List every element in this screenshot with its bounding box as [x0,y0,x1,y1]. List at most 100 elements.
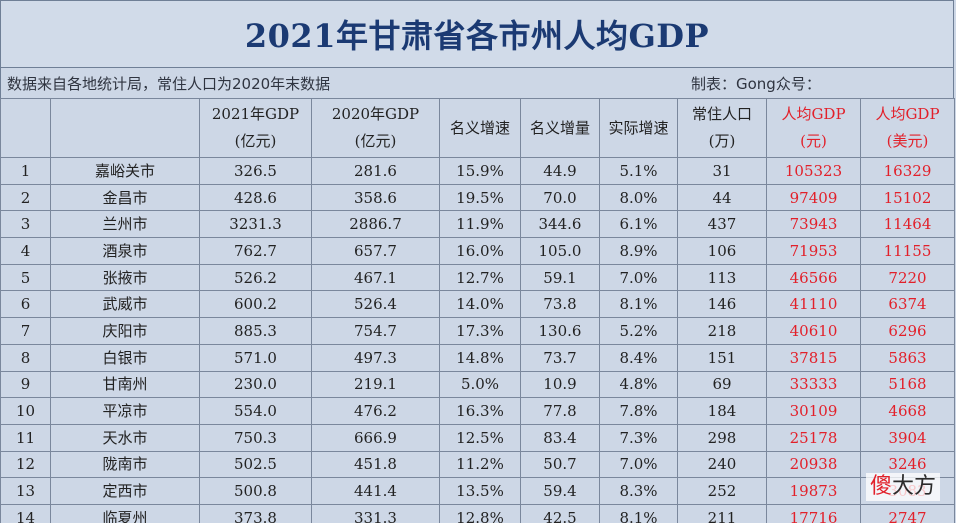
cell-nominal-rate: 17.3% [439,317,521,345]
cell-nominal-amount: 70.0 [520,183,600,212]
cell-per-capita-usd: 3904 [860,423,955,452]
header-city [50,98,200,158]
gdp-table: 2021年GDP (亿元) 2020年GDP (亿元) 名义增速 名义增量 实际… [0,98,955,523]
cell-per-capita-yuan: 73943 [766,210,861,239]
cell-gdp-2020: 281.6 [311,157,440,185]
header-population-label: 常住人口 [691,105,752,123]
cell-per-capita-yuan: 97409 [766,183,861,212]
cell-nominal-rate: 13.5% [439,477,521,505]
cell-per-capita-usd: 11464 [860,210,955,239]
header-gdp-2021-label: 2021年GDP [211,105,300,123]
cell-real-rate: 8.4% [599,343,678,372]
cell-per-capita-usd: 15102 [860,183,955,212]
cell-city: 平凉市 [50,397,200,425]
table-row: 8 白银市 571.0 497.3 14.8% 73.7 8.4% 151 37815 5863 [0,343,955,372]
header-real-rate: 实际增速 [599,98,678,158]
cell-real-rate: 7.0% [599,450,678,479]
cell-gdp-2020: 497.3 [311,343,440,372]
cell-per-capita-yuan: 25178 [766,423,861,452]
cell-gdp-2020: 526.4 [311,290,440,319]
cell-gdp-2021: 750.3 [199,423,312,452]
cell-nominal-rate: 14.8% [439,343,521,372]
cell-nominal-rate: 14.0% [439,290,521,319]
header-per-capita-yuan-label: 人均GDP [781,105,846,123]
cell-nominal-amount: 73.7 [520,343,600,372]
cell-population: 211 [677,503,767,523]
cell-real-rate: 6.1% [599,210,678,239]
cell-index: 9 [0,370,51,399]
cell-index: 4 [0,237,51,265]
cell-gdp-2020: 2886.7 [311,210,440,239]
cell-population: 69 [677,370,767,399]
cell-gdp-2020: 219.1 [311,370,440,399]
cell-real-rate: 5.1% [599,157,678,185]
cell-real-rate: 4.8% [599,370,678,399]
cell-per-capita-yuan: 33333 [766,370,861,399]
header-gdp-2020-unit: (亿元) [354,132,397,150]
cell-city: 武威市 [50,290,200,319]
cell-real-rate: 7.0% [599,263,678,292]
cell-gdp-2021: 428.6 [199,183,312,212]
cell-city: 庆阳市 [50,317,200,345]
cell-gdp-2021: 762.7 [199,237,312,265]
cell-population: 184 [677,397,767,425]
cell-gdp-2021: 600.2 [199,290,312,319]
cell-city: 张掖市 [50,263,200,292]
cell-gdp-2020: 451.8 [311,450,440,479]
header-per-capita-usd-label: 人均GDP [875,105,940,123]
cell-per-capita-yuan: 40610 [766,317,861,345]
cell-population: 240 [677,450,767,479]
cell-nominal-amount: 42.5 [520,503,600,523]
header-nominal-amount: 名义增量 [520,98,600,158]
table-row: 2 金昌市 428.6 358.6 19.5% 70.0 8.0% 44 97409 15102 [0,183,955,212]
cell-nominal-rate: 12.8% [439,503,521,523]
table-row: 10 平凉市 554.0 476.2 16.3% 77.8 7.8% 184 30109 4668 [0,397,955,425]
table-header: 2021年GDP (亿元) 2020年GDP (亿元) 名义增速 名义增量 实际… [0,98,955,158]
header-gdp-2021-unit: (亿元) [234,132,277,150]
header-population-unit: (万) [708,132,736,150]
cell-real-rate: 8.9% [599,237,678,265]
cell-population: 151 [677,343,767,372]
cell-index: 3 [0,210,51,239]
cell-nominal-amount: 130.6 [520,317,600,345]
cell-nominal-rate: 12.7% [439,263,521,292]
cell-nominal-amount: 50.7 [520,450,600,479]
cell-population: 298 [677,423,767,452]
table-row: 9 甘南州 230.0 219.1 5.0% 10.9 4.8% 69 33333 5168 [0,370,955,399]
cell-per-capita-usd: 6374 [860,290,955,319]
cell-per-capita-yuan: 20938 [766,450,861,479]
cell-city: 酒泉市 [50,237,200,265]
cell-gdp-2021: 373.8 [199,503,312,523]
table-row: 3 兰州市 3231.3 2886.7 11.9% 344.6 6.1% 437 73943 11… [0,210,955,239]
cell-index: 2 [0,183,51,212]
cell-gdp-2021: 885.3 [199,317,312,345]
cell-city: 天水市 [50,423,200,452]
cell-nominal-amount: 59.1 [520,263,600,292]
cell-gdp-2021: 526.2 [199,263,312,292]
cell-gdp-2020: 331.3 [311,503,440,523]
table-maker-note: 制表：Gong众号： [691,75,821,93]
cell-per-capita-yuan: 30109 [766,397,861,425]
cell-population: 218 [677,317,767,345]
table-row: 11 天水市 750.3 666.9 12.5% 83.4 7.3% 298 25178 3904 [0,423,955,452]
header-gdp-2020: 2020年GDP (亿元) [311,98,440,158]
header-index [0,98,51,158]
cell-real-rate: 8.1% [599,503,678,523]
cell-nominal-amount: 10.9 [520,370,600,399]
cell-population: 44 [677,183,767,212]
cell-gdp-2021: 500.8 [199,477,312,505]
cell-gdp-2021: 502.5 [199,450,312,479]
cell-per-capita-usd: 5168 [860,370,955,399]
page-title: 2021年甘肃省各市州人均GDP [244,17,710,55]
cell-gdp-2020: 754.7 [311,317,440,345]
header-per-capita-usd-unit: (美元) [886,132,929,150]
table-row: 5 张掖市 526.2 467.1 12.7% 59.1 7.0% 113 46566 7220 [0,263,955,292]
cell-index: 8 [0,343,51,372]
cell-population: 252 [677,477,767,505]
header-per-capita-yuan-unit: (元) [800,132,827,150]
cell-city: 临夏州 [50,503,200,523]
cell-index: 1 [0,157,51,185]
cell-gdp-2020: 358.6 [311,183,440,212]
table-row: 6 武威市 600.2 526.4 14.0% 73.8 8.1% 146 41110 6374 [0,290,955,319]
